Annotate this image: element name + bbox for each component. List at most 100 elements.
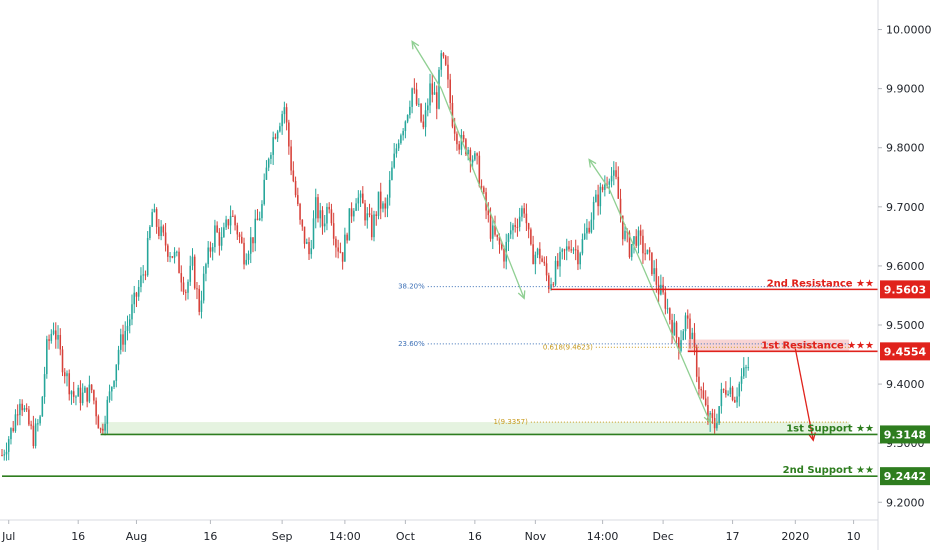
resistance-zone [687, 339, 850, 352]
candle-body [727, 394, 729, 396]
candle-body [225, 219, 227, 228]
candle-body [276, 131, 279, 139]
candle-body [521, 208, 523, 217]
price-tick-label: 9.9000 [886, 83, 925, 96]
candle-body [86, 387, 88, 402]
price-badge-s2 [880, 467, 930, 486]
candle-body [81, 392, 84, 404]
price-zones [100, 339, 850, 435]
candle-body [630, 244, 633, 258]
candle-body [534, 254, 537, 265]
candle-body [633, 236, 635, 245]
candle-body [707, 405, 709, 422]
candle-body [137, 286, 140, 297]
candle-body [413, 88, 416, 90]
candle-body [698, 376, 700, 390]
price-axis[interactable]: 10.0000 9.9000 9.8000 9.7000 9.6000 9.5000 9.4… [877, 0, 932, 550]
trend-arrow-up-1 [411, 41, 442, 89]
candle-body [442, 53, 445, 57]
candle-body [494, 225, 496, 235]
candle-body [581, 239, 584, 254]
candle-body [144, 274, 147, 276]
candle-body [68, 373, 71, 395]
candle-body [729, 387, 732, 395]
projection-arrow [794, 348, 814, 441]
candle-body [193, 256, 196, 289]
candle-body [122, 334, 124, 345]
candle-body [155, 209, 158, 227]
candle-body [447, 64, 449, 80]
candle-body [552, 284, 555, 286]
candle-body [77, 387, 79, 397]
candle-body [621, 215, 624, 240]
candle-body [341, 252, 344, 262]
candle-body [57, 335, 59, 340]
candle-body [424, 110, 427, 128]
candle-body [160, 226, 162, 236]
candle-body [279, 126, 281, 132]
candle-body [559, 251, 561, 267]
candle-body [655, 268, 658, 285]
candle-body [548, 275, 550, 290]
candle-body [588, 227, 590, 233]
candle-body [243, 242, 245, 265]
candle-body [554, 260, 557, 285]
price-tick-label: 9.2000 [886, 496, 925, 509]
candle-body [32, 425, 35, 446]
candle-body [613, 170, 615, 176]
candle-body [337, 247, 339, 252]
candle-body [648, 249, 651, 253]
candle-body [467, 149, 469, 155]
candle-body [135, 292, 138, 297]
candle-body [556, 260, 559, 267]
candle-body [740, 376, 743, 384]
time-axis[interactable]: Jul 16 Aug 16 Sep 14:00 Oct 16 Nov 14:00 Dec 17 2020… [0, 519, 878, 543]
candle-body [128, 319, 131, 326]
candle-body [252, 237, 254, 244]
candle-body [525, 213, 528, 224]
candle-body [7, 439, 10, 452]
candle-body [169, 256, 171, 258]
candle-body [99, 428, 102, 430]
candle-body [294, 181, 297, 196]
candle-body [718, 406, 720, 424]
candle-body [483, 187, 485, 193]
candle-body [176, 251, 178, 253]
candle-body [686, 315, 689, 319]
candle-body [308, 242, 310, 255]
candle-body [229, 215, 232, 226]
candle-body [216, 225, 218, 233]
candle-body [261, 204, 263, 219]
candle-body [151, 212, 153, 227]
candle-body [370, 214, 373, 238]
candle-body [25, 408, 28, 410]
candle-body [173, 252, 176, 258]
candle-body [34, 423, 37, 446]
candle-body [539, 248, 541, 259]
candle-body [247, 253, 250, 260]
candle-body [586, 227, 588, 234]
candle-body [214, 225, 216, 248]
candle-body [1, 455, 3, 456]
price-tick-label: 9.8000 [886, 142, 925, 155]
candle-body [590, 219, 593, 233]
candle-body [476, 153, 478, 156]
candle-body [469, 149, 472, 163]
candle-body [52, 330, 55, 334]
candle-body [146, 238, 149, 276]
candle-body [66, 373, 68, 377]
candle-body [624, 230, 626, 240]
candle-body [689, 318, 691, 340]
candle-body [142, 274, 144, 276]
candle-body [202, 273, 205, 301]
candle-body [292, 170, 295, 182]
candle-body [512, 225, 514, 231]
candle-body [335, 238, 337, 248]
time-tick-label: Aug [126, 530, 147, 543]
candle-body [362, 193, 364, 204]
candle-body [167, 245, 169, 257]
candle-body [429, 83, 431, 106]
fib-label-f1: 1(9.3357) [493, 418, 528, 426]
candle-body [238, 234, 241, 237]
